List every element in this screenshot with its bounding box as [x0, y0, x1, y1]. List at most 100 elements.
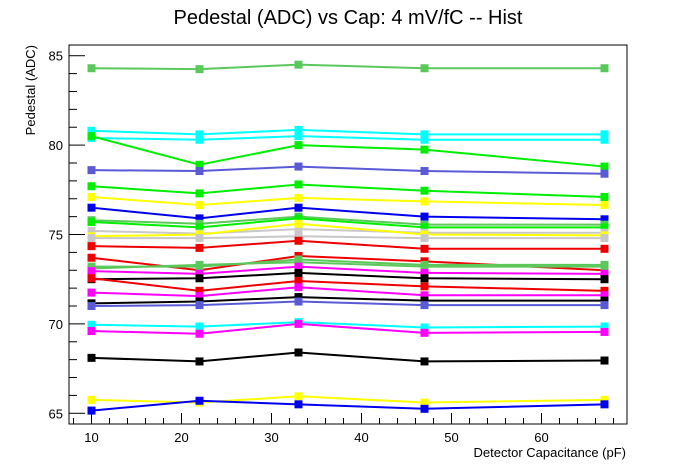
data-point [294, 400, 303, 409]
data-point [195, 135, 204, 144]
data-point [294, 276, 303, 285]
data-point [420, 282, 429, 291]
series-24 [87, 318, 609, 332]
data-point [600, 162, 609, 171]
data-point [420, 234, 429, 243]
series-7 [87, 192, 609, 210]
series-21 [87, 283, 609, 301]
series-1 [87, 60, 609, 74]
data-point [294, 60, 303, 69]
x-tick-label: 10 [84, 430, 98, 445]
data-point [195, 292, 204, 301]
series-line [91, 228, 605, 235]
data-point [294, 268, 303, 277]
data-point [600, 291, 609, 300]
data-point [195, 201, 204, 210]
data-point [600, 356, 609, 365]
data-point [420, 404, 429, 413]
series-20 [87, 274, 609, 295]
data-point [87, 226, 96, 235]
data-point [420, 357, 429, 366]
data-point [87, 126, 96, 135]
series-line [91, 206, 605, 221]
data-point [420, 145, 429, 154]
data-point [87, 327, 96, 336]
data-point [600, 262, 609, 271]
data-point [87, 274, 96, 283]
data-point [294, 219, 303, 228]
series-line [91, 183, 605, 198]
data-point [294, 392, 303, 401]
series-19 [87, 268, 609, 284]
data-point [195, 260, 204, 269]
data-point [600, 269, 609, 278]
data-point [87, 395, 96, 404]
data-point [294, 132, 303, 141]
data-point [87, 253, 96, 262]
data-point [87, 234, 96, 243]
data-point [294, 180, 303, 189]
data-point [600, 275, 609, 284]
data-point [195, 234, 204, 243]
data-point [87, 192, 96, 201]
y-tick-label: 70 [49, 317, 63, 332]
data-point [87, 288, 96, 297]
data-point [87, 132, 96, 141]
data-point [600, 400, 609, 409]
data-point [294, 214, 303, 223]
x-tick-label: 40 [354, 430, 368, 445]
data-point [294, 141, 303, 150]
data-point [195, 214, 204, 223]
data-point [87, 203, 96, 212]
data-point [195, 130, 204, 139]
data-point [294, 125, 303, 134]
series-group [87, 60, 609, 415]
data-point [420, 328, 429, 337]
data-point [420, 296, 429, 305]
data-point [420, 223, 429, 232]
chart-title: Pedestal (ADC) vs Cap: 4 mV/fC -- Hist [174, 7, 523, 29]
series-28 [87, 396, 609, 415]
data-point [420, 130, 429, 139]
data-point [195, 189, 204, 198]
data-point [294, 225, 303, 234]
y-tick-label: 75 [49, 228, 63, 243]
y-tick-label: 65 [49, 406, 63, 421]
data-point [195, 167, 204, 176]
series-line [91, 265, 605, 275]
series-line [91, 235, 605, 240]
data-point [195, 223, 204, 232]
data-point [420, 262, 429, 271]
data-point [195, 269, 204, 278]
x-axis-label: Detector Capacitance (pF) [474, 445, 626, 460]
data-point [195, 274, 204, 283]
data-point [420, 323, 429, 332]
data-point [87, 320, 96, 329]
data-point [600, 286, 609, 295]
data-point [87, 353, 96, 362]
data-point [420, 167, 429, 176]
data-point [420, 398, 429, 407]
x-tick-label: 60 [534, 430, 548, 445]
data-point [600, 322, 609, 331]
data-point [420, 301, 429, 310]
data-point [294, 203, 303, 212]
data-point [294, 258, 303, 267]
data-point [600, 234, 609, 243]
data-point [420, 186, 429, 195]
data-point [294, 297, 303, 306]
data-point [420, 135, 429, 144]
series-line [91, 239, 605, 250]
data-point [294, 193, 303, 202]
y-axis-label: Pedestal (ADC) [23, 45, 38, 135]
data-point [294, 232, 303, 241]
y-tick-label: 80 [49, 138, 63, 153]
data-point [87, 406, 96, 415]
data-point [600, 244, 609, 253]
data-point [600, 130, 609, 139]
data-point [600, 215, 609, 224]
series-line [91, 351, 605, 363]
x-tick-label: 20 [174, 430, 188, 445]
data-point [600, 223, 609, 232]
series-10 [87, 214, 609, 232]
